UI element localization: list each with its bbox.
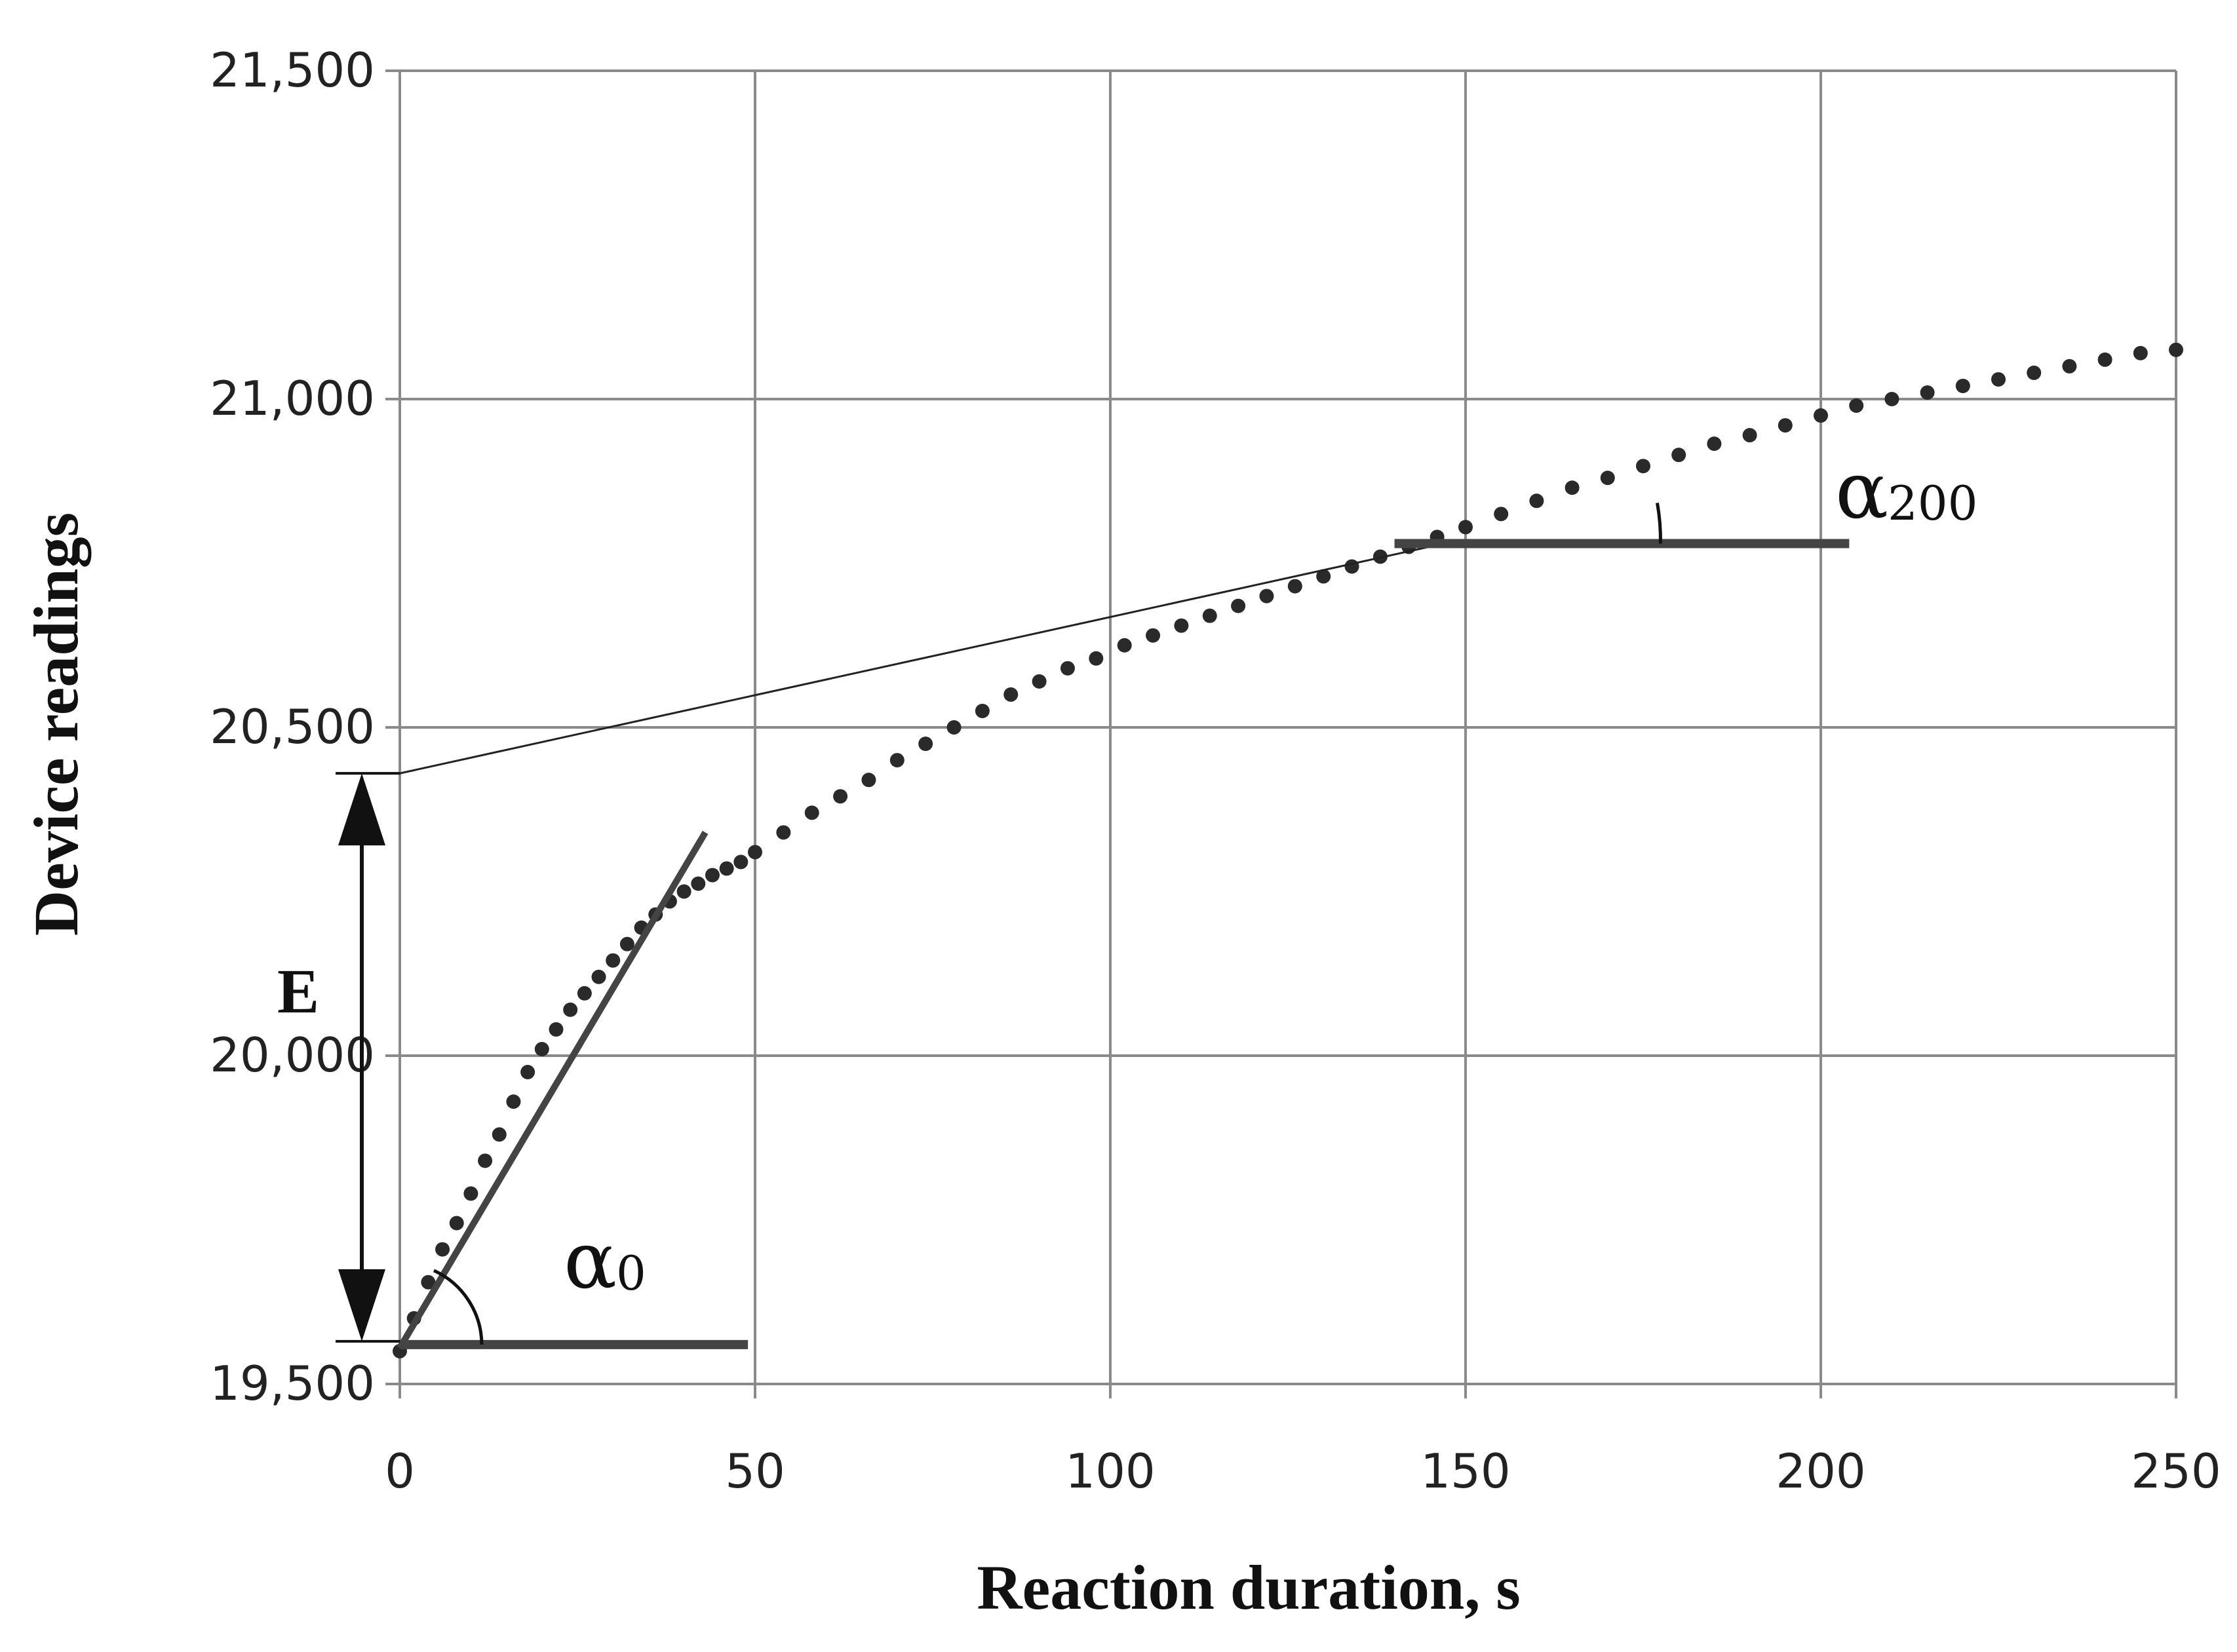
data-point [506, 1094, 521, 1109]
data-point [2097, 352, 2112, 367]
data-point [1458, 520, 1473, 535]
data-point [1565, 480, 1580, 495]
data-point [463, 1186, 478, 1201]
data-point [1494, 507, 1509, 522]
data-point [563, 1002, 578, 1017]
data-point [1287, 579, 1302, 594]
data-point [1316, 569, 1331, 584]
data-point [619, 936, 634, 951]
alpha200-label: α [1835, 446, 1888, 537]
y-tick-label: 20,500 [210, 699, 375, 754]
data-point [1117, 638, 1132, 653]
data-point [449, 1216, 464, 1231]
y-tick-label: 21,500 [210, 43, 375, 98]
data-point [2027, 365, 2042, 380]
data-point [1529, 493, 1544, 509]
y-axis-title: Device readings [21, 512, 91, 936]
data-point [591, 969, 606, 984]
extrapolated-tangent-line [399, 542, 1445, 775]
data-point [435, 1242, 450, 1257]
data-point [918, 737, 933, 752]
data-point [534, 1041, 549, 1056]
axes: 0 50 100 150 200 250 19,500 20,000 20,500 21,000 2… [210, 43, 2221, 1499]
data-point [1636, 459, 1650, 474]
E-arrow-head-up [338, 773, 385, 846]
data-point [1089, 651, 1104, 666]
data-point [1884, 392, 1899, 406]
data-point [676, 884, 691, 899]
data-point [1202, 608, 1217, 623]
alpha200-arc [1656, 503, 1662, 544]
data-point [946, 720, 962, 735]
data-point [975, 703, 990, 718]
data-point [804, 805, 819, 820]
x-tick-label: 100 [1065, 1444, 1155, 1499]
data-point [2062, 358, 2077, 374]
data-point [748, 845, 762, 860]
data-point [1146, 628, 1161, 643]
data-point [478, 1153, 493, 1168]
data-point [1778, 418, 1793, 433]
alpha200-subscript: 200 [1888, 476, 1977, 531]
data-point [1231, 598, 1246, 613]
data-point [776, 825, 791, 840]
x-tick-label: 150 [1420, 1444, 1510, 1499]
data-point [577, 986, 592, 1001]
data-point [1671, 448, 1686, 463]
y-tick-label: 20,000 [210, 1028, 375, 1083]
data-point [492, 1127, 507, 1142]
data-point [1060, 661, 1075, 676]
data-point [2133, 345, 2148, 360]
data-point [1955, 378, 1970, 393]
E-label: E [277, 956, 319, 1026]
data-point [705, 868, 720, 883]
x-axis-title: Reaction duration, s [977, 1552, 1520, 1623]
data-point [1174, 618, 1189, 633]
data-point [691, 876, 706, 891]
data-point [861, 773, 876, 788]
data-point [1259, 588, 1274, 604]
data-point [1920, 385, 1935, 400]
x-tick-label: 50 [725, 1444, 785, 1499]
alpha0-subscript: 0 [616, 1246, 646, 1301]
initial-tangent-line [397, 830, 709, 1350]
data-point [1032, 674, 1047, 689]
data-point [1742, 428, 1757, 443]
grid [399, 69, 2177, 1385]
data-point [1814, 408, 1828, 423]
data-point [520, 1065, 535, 1080]
data-point [1849, 398, 1864, 413]
E-arrow-head-down [338, 1269, 385, 1341]
y-tick-label: 19,500 [210, 1356, 375, 1411]
y-tick-label: 21,000 [210, 371, 375, 426]
x-tick-label: 250 [2131, 1444, 2221, 1499]
data-point [1600, 471, 1615, 486]
data-point [1003, 687, 1019, 702]
x-tick-label: 0 [385, 1444, 415, 1499]
alpha0-label: α [564, 1216, 617, 1307]
data-point [1344, 559, 1359, 574]
data-point [889, 753, 905, 768]
data-point [606, 953, 621, 968]
data-point [421, 1275, 436, 1290]
data-point [2169, 342, 2183, 357]
data-point [1991, 372, 2006, 387]
data-point [733, 855, 749, 870]
alpha0-arc [433, 1269, 484, 1345]
data-point [549, 1022, 564, 1037]
x-tick-label: 200 [1776, 1444, 1865, 1499]
data-point [719, 861, 734, 876]
data-point [1707, 436, 1722, 451]
data-point [833, 789, 848, 804]
